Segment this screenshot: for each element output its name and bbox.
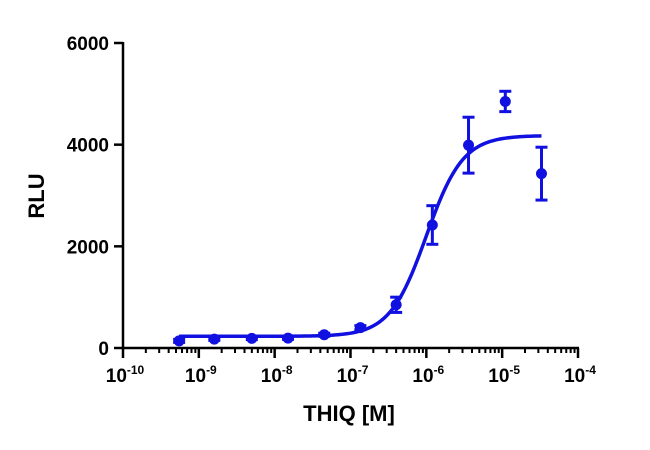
x-tick-exponent: -6 <box>434 363 445 377</box>
x-tick-base: 10 <box>337 366 358 387</box>
data-point <box>390 295 403 314</box>
data-point <box>173 335 186 347</box>
y-tick-label: 4000 <box>67 136 109 157</box>
point-marker <box>426 219 438 231</box>
x-tick-label: 10-8 <box>261 363 293 387</box>
x-tick-base: 10 <box>564 366 585 387</box>
point-marker <box>173 335 185 347</box>
x-tick-base: 10 <box>106 366 127 387</box>
data-point <box>282 332 295 344</box>
point-marker <box>208 333 220 345</box>
point-marker <box>535 168 547 180</box>
point-marker <box>354 322 366 334</box>
y-tick-label: 0 <box>98 339 109 360</box>
x-tick-exponent: -8 <box>282 363 293 377</box>
point-marker <box>318 329 330 341</box>
x-tick-label: 10-4 <box>564 363 596 387</box>
data-point <box>426 204 439 246</box>
x-tick-label: 10-5 <box>488 363 520 387</box>
x-tick-label: 10-7 <box>337 363 369 387</box>
y-axis-title: RLU <box>24 173 49 218</box>
x-tick-base: 10 <box>261 366 282 387</box>
x-axis-title: THIQ [M] <box>303 401 395 426</box>
point-marker <box>390 299 402 311</box>
y-tick-label: 6000 <box>67 34 109 55</box>
x-tick-label: 10-6 <box>412 363 444 387</box>
x-tick-label: 10-9 <box>185 363 217 387</box>
point-marker <box>499 95 511 107</box>
data-point <box>462 115 475 175</box>
x-tick-exponent: -9 <box>206 363 217 377</box>
fit-curve <box>179 134 542 339</box>
data-point <box>245 332 258 344</box>
x-tick-exponent: -7 <box>358 363 369 377</box>
x-tick-base: 10 <box>412 366 433 387</box>
data-points-layer <box>173 89 548 347</box>
x-tick-label: 10-10 <box>106 363 145 387</box>
point-marker <box>463 139 475 151</box>
point-marker <box>282 332 294 344</box>
data-point <box>318 329 331 341</box>
data-point <box>208 333 221 345</box>
x-tick-exponent: -10 <box>127 363 145 377</box>
data-point <box>535 145 548 202</box>
point-marker <box>246 332 258 344</box>
data-point <box>499 89 512 114</box>
x-tick-base: 10 <box>488 366 509 387</box>
data-point <box>354 322 367 334</box>
x-tick-exponent: -4 <box>585 363 596 377</box>
fit-curve-layer <box>179 134 542 339</box>
x-tick-exponent: -5 <box>509 363 520 377</box>
y-tick-label: 2000 <box>67 237 109 258</box>
x-tick-base: 10 <box>185 366 206 387</box>
